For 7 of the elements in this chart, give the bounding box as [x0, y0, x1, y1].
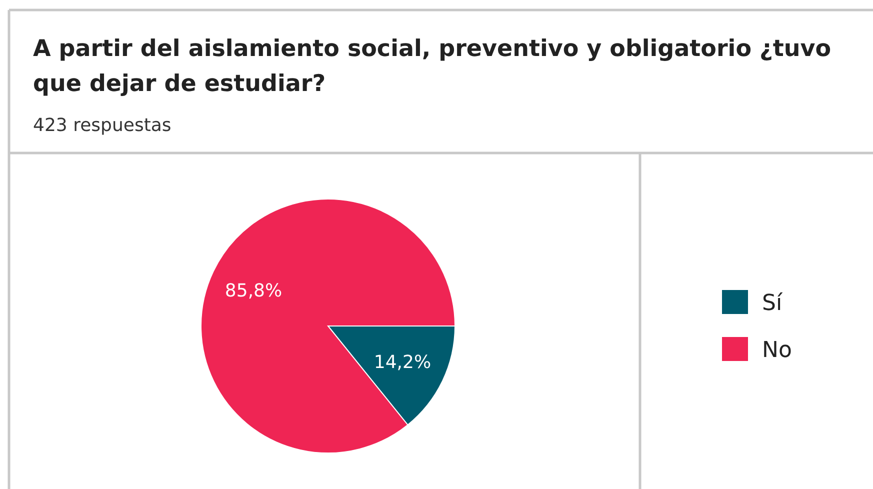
data-label: 85,8%: [224, 280, 282, 302]
chart-subtitle: 423 respuestas: [33, 115, 172, 136]
legend-label: No: [762, 338, 792, 363]
data-label: 14,2%: [374, 352, 432, 373]
pie-slice: [200, 198, 456, 454]
legend-label: Sí: [762, 291, 783, 316]
chart-title: A partir del aislamiento social, preventivo y obligatorio ¿tuvo que dejar de estudiar?: [33, 36, 832, 97]
